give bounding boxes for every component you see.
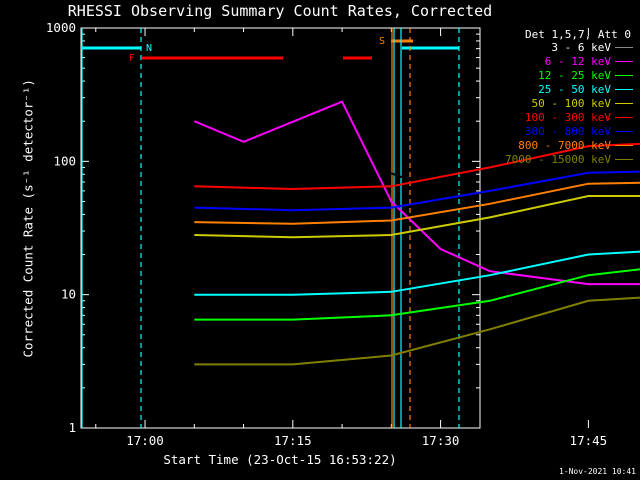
x-tick-label: 17:45: [570, 433, 608, 448]
y-tick-label: 10: [61, 287, 76, 302]
series-line-9: [194, 296, 640, 366]
marker-label: N: [146, 43, 152, 54]
y-tick-label: 100: [53, 153, 76, 168]
y-tick-label: 1: [68, 420, 76, 435]
legend-swatch: [615, 75, 633, 77]
legend-swatch: [615, 61, 633, 63]
legend-label: 50 - 100 keV: [531, 97, 611, 110]
legend-label: 7000 - 15000 keV: [505, 152, 611, 166]
y-tick-label: 1000: [46, 20, 76, 35]
legend-label: 12 - 25 keV: [538, 69, 611, 83]
x-axis-label: Start Time (23-Oct-15 16:53:22): [163, 452, 397, 467]
plot-frame: [80, 27, 481, 429]
series-line-3: [194, 268, 640, 321]
x-tick-label: 17:15: [274, 433, 312, 448]
y-axis-label: Corrected Count Rate (s⁻¹ detector⁻¹): [20, 79, 36, 358]
x-tick-label: 17:30: [422, 433, 460, 448]
legend-swatch: [615, 89, 633, 91]
series-line-8: [194, 181, 640, 225]
legend-item: 100 - 300 keV: [482, 110, 637, 124]
series-line-5: [194, 195, 640, 239]
legend-item: 50 - 100 keV: [482, 97, 637, 111]
legend-label: 800 - 7000 keV: [518, 138, 611, 152]
legend-item: 12 - 25 keV: [482, 69, 637, 83]
series-line-4: [194, 250, 640, 296]
marker-label: F: [129, 53, 135, 64]
series-line-6: [194, 142, 640, 191]
legend-label: 300 - 800 keV: [524, 124, 611, 138]
marker-label: S: [379, 36, 385, 47]
legend-item: 6 - 12 keV: [482, 55, 637, 69]
legend-item: 3 - 6 keV: [482, 41, 637, 55]
legend-label: 100 - 300 keV: [524, 110, 611, 124]
legend: Det 1,5,7, Att 0 3 - 6 keV 6 - 12 keV 12 -…: [482, 28, 637, 166]
legend-title: Det 1,5,7, Att 0: [525, 28, 631, 41]
legend-swatch: [615, 130, 633, 132]
series-line-2: [193, 100, 640, 286]
legend-item: 25 - 50 keV: [482, 83, 637, 97]
legend-swatch: [615, 116, 633, 118]
legend-swatch: [615, 158, 633, 160]
timestamp: 1-Nov-2021 10:41: [558, 467, 636, 476]
legend-item: 800 - 7000 keV: [482, 138, 637, 152]
series-line-1: [193, 112, 640, 197]
legend-label: 3 - 6 keV: [551, 41, 611, 55]
legend-item: 300 - 800 keV: [482, 124, 637, 138]
legend-item: 7000 - 15000 keV: [482, 152, 637, 166]
legend-label: 25 - 50 keV: [538, 83, 611, 97]
series-line-7: [194, 170, 640, 212]
x-tick-label: 17:00: [126, 433, 164, 448]
legend-swatch: [615, 47, 633, 49]
legend-swatch: [615, 144, 633, 146]
legend-swatch: [615, 103, 633, 104]
legend-label: 6 - 12 keV: [544, 55, 611, 69]
chart-title: RHESSI Observing Summary Count Rates, Co…: [67, 2, 493, 20]
